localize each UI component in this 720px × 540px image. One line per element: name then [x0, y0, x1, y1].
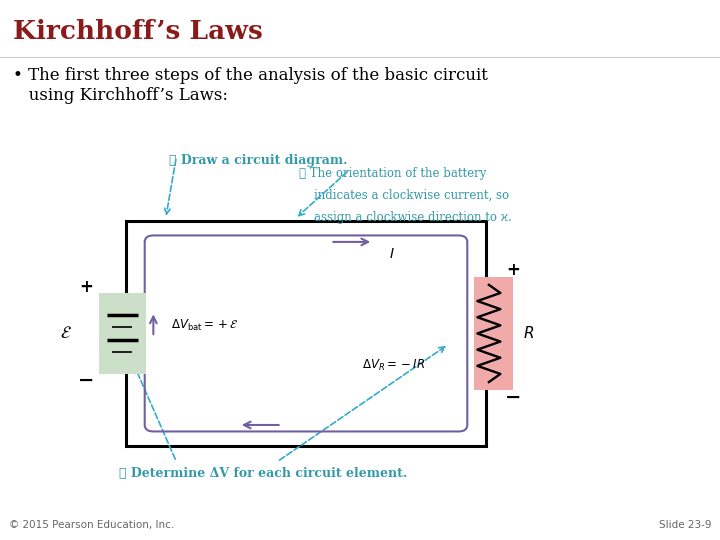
Text: ① Draw a circuit diagram.: ① Draw a circuit diagram. [169, 154, 348, 167]
Text: $\mathcal{E}$: $\mathcal{E}$ [60, 325, 72, 342]
Text: +: + [506, 261, 521, 280]
Text: © 2015 Pearson Education, Inc.: © 2015 Pearson Education, Inc. [9, 520, 174, 530]
Text: ② The orientation of the battery: ② The orientation of the battery [299, 167, 486, 180]
Text: ③ Determine ΔV for each circuit element.: ③ Determine ΔV for each circuit element. [119, 467, 407, 480]
Text: indicates a clockwise current, so: indicates a clockwise current, so [299, 189, 509, 202]
Text: Slide 23-9: Slide 23-9 [659, 520, 711, 530]
Text: • The first three steps of the analysis of the basic circuit: • The first three steps of the analysis … [13, 68, 488, 84]
Text: $R$: $R$ [523, 326, 534, 341]
Bar [126, 221, 486, 446]
Text: assign a clockwise direction to ϰ.: assign a clockwise direction to ϰ. [299, 211, 512, 224]
Text: $\Delta V_R = -IR$: $\Delta V_R = -IR$ [362, 359, 426, 373]
FancyBboxPatch shape [474, 278, 513, 390]
Text: +: + [79, 278, 94, 296]
Text: −: − [505, 388, 521, 407]
Text: $I$: $I$ [389, 247, 395, 261]
Text: Kirchhoff’s Laws: Kirchhoff’s Laws [13, 19, 263, 44]
Text: using Kirchhoff’s Laws:: using Kirchhoff’s Laws: [13, 87, 228, 104]
FancyBboxPatch shape [99, 293, 146, 374]
Text: −: − [78, 372, 94, 390]
Text: $\Delta V_{\mathrm{bat}} = +\mathcal{E}$: $\Delta V_{\mathrm{bat}} = +\mathcal{E}$ [171, 318, 239, 333]
